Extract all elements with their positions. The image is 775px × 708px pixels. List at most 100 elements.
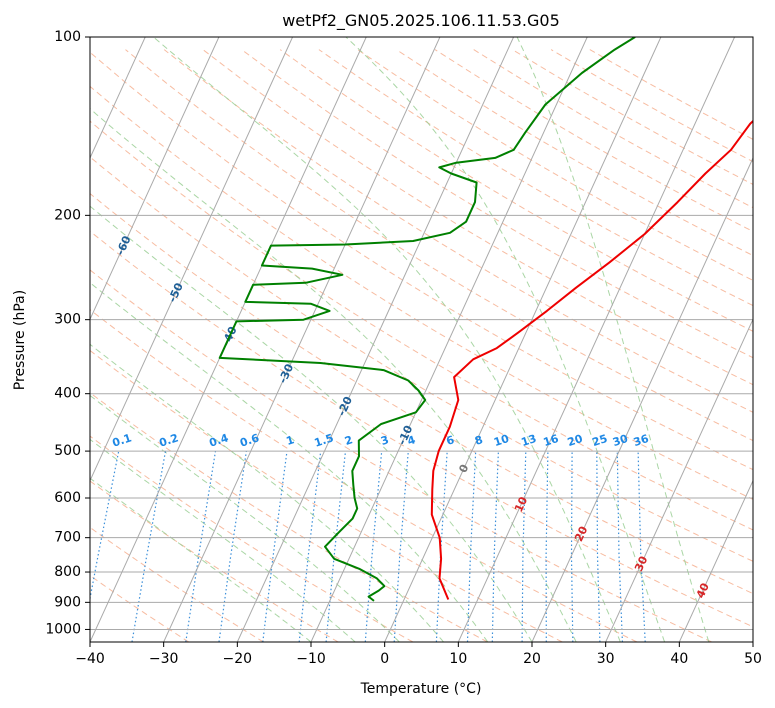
moist-adiabat-label: 30 [632,554,650,574]
dry-adiabat [90,269,712,642]
x-tick-label: 50 [744,651,762,667]
isotherm-line [90,37,146,160]
dry-adiabat [90,51,753,471]
pressure-gridlines [90,37,753,630]
mixing-ratio-label: 10 [492,432,511,449]
y-tick-label: 600 [54,490,81,506]
mixing-ratio-label: 8 [473,433,484,448]
dry-adiabat [279,49,753,332]
isotherm-line [531,156,753,642]
y-tick-label: 100 [54,29,81,45]
mixing-ratio-label: 0.4 [208,431,231,449]
x-tick-label: 20 [523,651,541,667]
mixing-ratio-line [364,451,383,642]
mixing-ratio-label: 30 [611,432,630,449]
mixing-ratio-line [262,451,288,642]
mixing-ratio-label: 3 [379,433,390,448]
mixing-ratio-label: 4 [406,433,418,448]
mixing-ratio-line [521,451,527,642]
y-tick-label: 700 [54,530,81,546]
mixing-ratio-label: 1.5 [313,431,336,449]
x-tick-label: −20 [223,651,253,667]
dry-adiabat [90,230,753,628]
y-tick-label: 900 [54,594,81,610]
mixing-ratio-label: 36 [632,432,651,449]
mixing-ratio-label: 6 [445,433,457,448]
mixing-ratio-label: 20 [566,432,585,449]
mixing-ratio-line [435,451,448,642]
x-tick-label: −10 [296,651,326,667]
mixing-ratio-line [466,451,477,642]
line-annotations: -100-90-80-70-60-50-40-30-20-10010203040… [111,234,712,601]
moist-adiabat-label: 20 [572,524,590,544]
mixing-ratio-line [185,451,217,642]
chart-title: wetPf2_GN05.2025.106.11.53.G05 [282,11,560,31]
y-tick-label: 800 [54,564,81,580]
mixing-ratio-line [298,451,322,642]
mixing-ratio-line [218,451,247,642]
x-axis-ticks: −40 −30 −20 −10 0 10 20 30 40 50 [75,642,762,667]
mixing-ratio-label: 13 [520,432,539,449]
dry-adiabat [90,392,488,642]
dry-adiabat [90,435,414,642]
mixing-ratio-line [393,451,409,642]
dry-adiabat [90,480,339,642]
moist-adiabat [90,477,312,642]
mixing-ratio-label: 0.2 [158,431,181,449]
mixing-ratio-line [491,451,499,642]
x-tick-label: 10 [449,651,467,667]
mixing-ratio-line [90,450,120,602]
mixing-ratio-label: 16 [542,432,561,449]
mixing-ratio-label: 1 [285,433,296,448]
dry-adiabat [90,192,753,595]
x-tick-label: −40 [75,651,105,667]
x-tick-label: 0 [380,651,389,667]
y-tick-label: 300 [54,312,81,328]
isotherm-line [163,37,441,642]
moist-adiabat [90,394,400,642]
y-tick-label: 500 [54,443,81,459]
dry-adiabat [125,49,753,442]
y-axis-label: Pressure (hPa) [12,290,28,390]
dry-adiabat [90,309,638,642]
x-tick-label: 40 [670,651,688,667]
moist-adiabat-label: 40 [694,581,712,601]
isotherm-line [678,479,753,642]
mixing-ratio-line [545,451,549,642]
mixing-ratio-line [616,451,623,642]
y-axis-ticks: 100 200 300 400 500 600 700 800 900 1000 [45,29,90,637]
moist-adiabat-label: 10 [512,494,530,514]
mixing-ratio-line [637,451,646,642]
isotherm-line [384,37,662,642]
mixing-ratio-line [325,451,347,642]
mixing-ratio-line [570,451,574,642]
x-tick-label: 30 [597,651,615,667]
mixing-ratio-label: 2 [343,433,354,448]
moist-adiabats [90,37,710,642]
dewpoint-profile [218,37,636,602]
isotherm-line [90,37,220,321]
moist-adiabat [516,37,710,642]
isotherm-line [236,37,515,642]
isotherm-line [605,318,753,642]
y-tick-label: 400 [54,386,81,402]
dry-adiabat [90,349,563,642]
dry-adiabat [163,49,753,413]
moist-adiabat [345,37,666,642]
mixing-ratio-lines [90,450,646,642]
profile-series [218,37,753,602]
moist-adiabat [153,37,621,642]
moist-adiabat [90,438,356,642]
mixing-ratio-label: 0.6 [238,431,261,449]
plot-frame [89,36,754,643]
mixing-ratio-label: 0.1 [111,431,134,449]
mixing-ratio-line [131,450,167,642]
x-axis-label: Temperature (°C) [360,681,482,697]
moist-adiabat [90,282,489,642]
isotherm-line [310,37,588,642]
isotherm-line [90,37,294,482]
temperature-profile [430,119,753,600]
y-tick-label: 1000 [45,621,81,637]
